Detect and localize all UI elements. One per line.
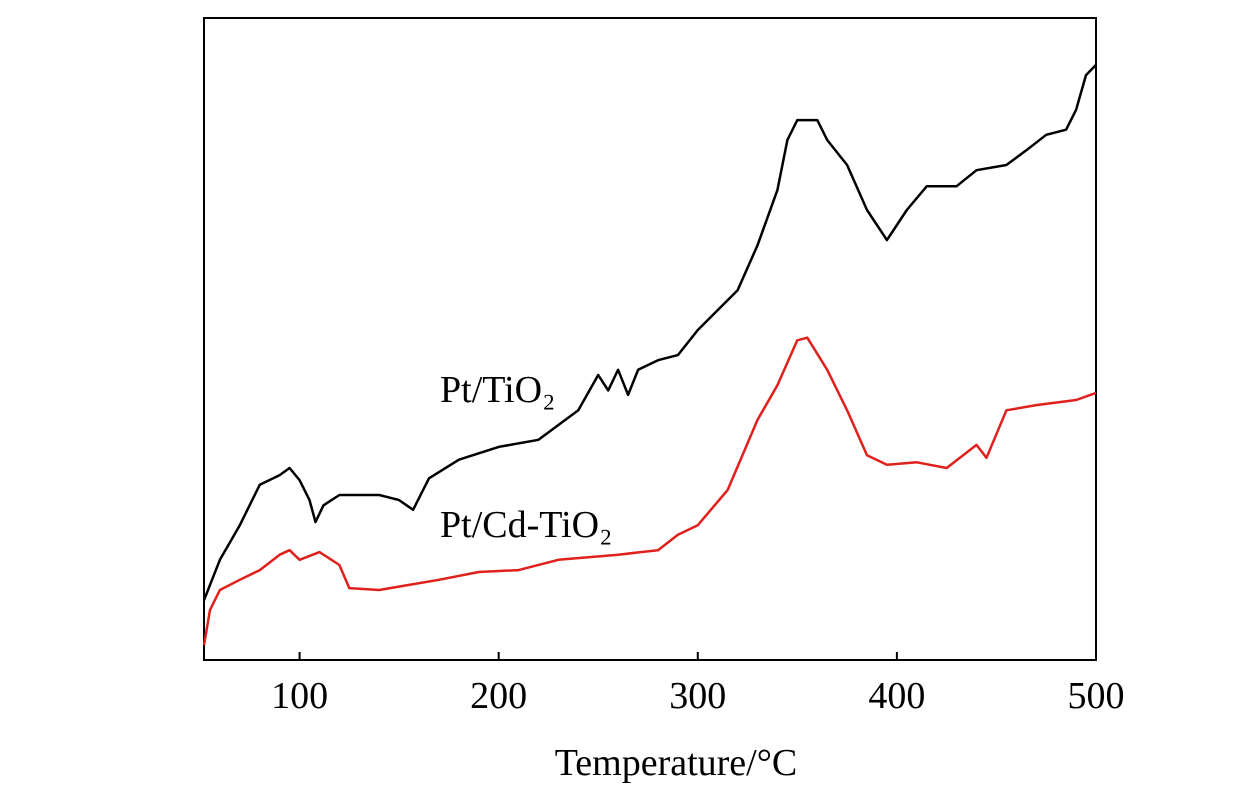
annotation: Pt/TiO₂ <box>440 369 555 411</box>
x-tick-label: 400 <box>868 675 925 717</box>
x-tick-label: 500 <box>1068 675 1125 717</box>
x-axis-label: Temperature/°C <box>555 742 798 784</box>
series-line <box>202 336 1097 646</box>
x-tick-label: 200 <box>470 675 527 717</box>
plot-frame <box>203 17 1097 661</box>
annotation: Pt/Cd-TiO₂ <box>440 504 612 546</box>
x-tick-label: 100 <box>271 675 328 717</box>
x-tick-label: 300 <box>669 675 726 717</box>
series-line <box>202 64 1097 601</box>
